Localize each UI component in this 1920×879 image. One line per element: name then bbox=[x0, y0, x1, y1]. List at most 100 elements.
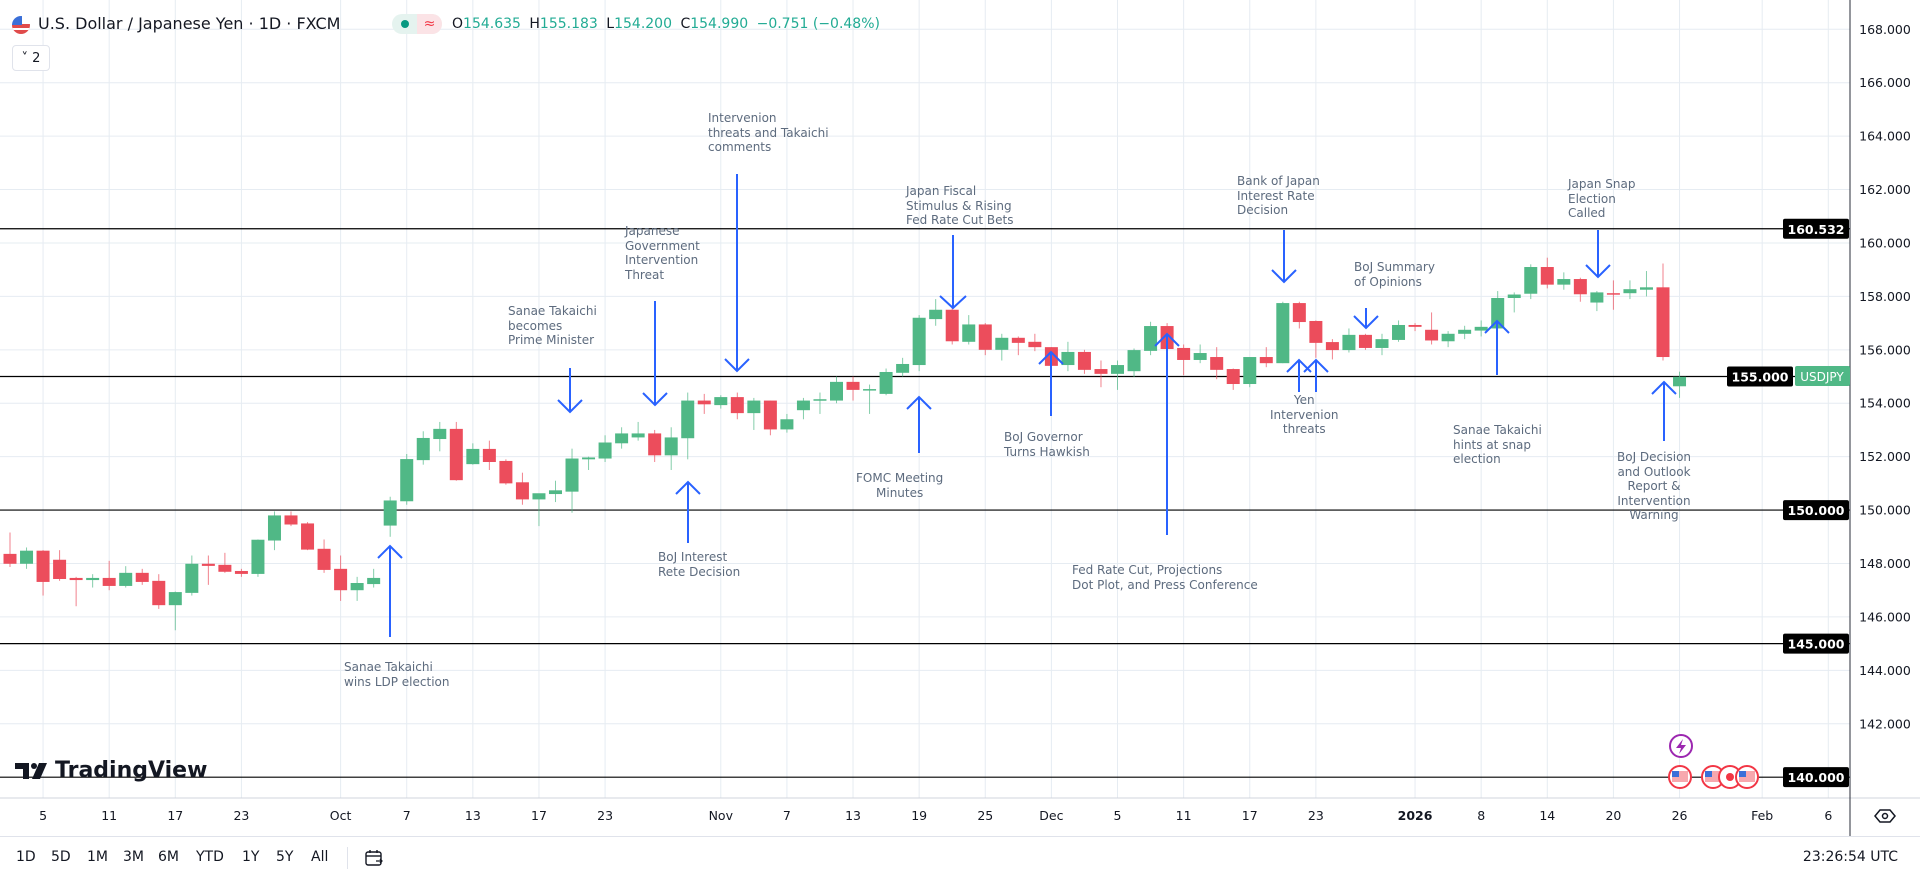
ohlc-readout: O154.635 H155.183 L154.200 C154.990 −0.7… bbox=[452, 16, 884, 32]
candle-2025-09-22 bbox=[218, 552, 232, 573]
open-label: O bbox=[452, 16, 464, 32]
time-axis[interactable]: 5 11 17 23 Oct 7 13 17 23 Nov 7 13 19 25 Dec 5 11 17 23 202… bbox=[39, 808, 1832, 823]
candle-body bbox=[334, 568, 348, 591]
arrow-down-icon bbox=[557, 368, 583, 414]
price-tick-label: 168.000 bbox=[1859, 22, 1911, 37]
annotation-boj-interest: BoJ Interest Rete Decision bbox=[658, 550, 741, 579]
candle-body bbox=[912, 317, 926, 366]
tradingview-logo[interactable]: TradingView bbox=[15, 758, 207, 783]
candle-2025-10-16 bbox=[515, 472, 529, 505]
price-tick-label: 164.000 bbox=[1859, 129, 1911, 144]
market-open-dot-icon bbox=[400, 20, 409, 28]
candle-2025-10-03 bbox=[367, 568, 381, 588]
candle-2025-11-24 bbox=[962, 315, 976, 345]
level-label-text: 155.000 bbox=[1732, 370, 1789, 385]
candle-2025-12-03 bbox=[1077, 349, 1091, 374]
arrow-down-icon bbox=[1271, 230, 1297, 284]
clock[interactable]: 23:26:54 UTC bbox=[1802, 849, 1898, 865]
candle-2025-10-07 bbox=[400, 453, 414, 505]
level-label-box bbox=[1783, 633, 1849, 654]
event-markers[interactable] bbox=[1668, 734, 1759, 789]
candle-2025-09-25 bbox=[267, 511, 281, 551]
candle-body bbox=[1111, 365, 1125, 374]
arrow-down-icon bbox=[1585, 230, 1611, 279]
candle-body bbox=[135, 572, 149, 582]
arrow-up-icon bbox=[906, 395, 932, 453]
price-tick-label: 148.000 bbox=[1859, 556, 1911, 571]
bottom-toolbar: 1D 5D 1M 3M 6M YTD 1Y 5Y All 23:26:54 UT… bbox=[0, 836, 1920, 879]
time-tick-label: 25 bbox=[977, 808, 993, 823]
toolbar-divider bbox=[347, 847, 348, 869]
range-1d-button[interactable]: 1D bbox=[16, 849, 36, 865]
candle-2025-12-15 bbox=[1210, 347, 1224, 380]
candle-body bbox=[763, 400, 777, 430]
time-tick-label: 17 bbox=[531, 808, 547, 823]
candle-2025-11-05 bbox=[747, 397, 761, 430]
candle-body bbox=[714, 397, 728, 406]
candle-2025-12-18 bbox=[1259, 347, 1273, 368]
candle-2025-11-17 bbox=[879, 368, 893, 396]
arrow-up-icon bbox=[1651, 380, 1677, 441]
range-all-button[interactable]: All bbox=[311, 849, 329, 865]
range-5y-button[interactable]: 5Y bbox=[276, 849, 294, 865]
symbol-price-label: USDJPY bbox=[1795, 366, 1850, 386]
candle-2025-10-20 bbox=[548, 480, 562, 503]
high-label: H bbox=[529, 16, 540, 32]
candle-2025-10-22 bbox=[582, 456, 596, 471]
time-tick-label: 8 bbox=[1477, 808, 1485, 823]
range-5d-button[interactable]: 5D bbox=[51, 849, 71, 865]
market-status-badge[interactable]: ≈ bbox=[392, 14, 442, 34]
candle-2025-09-15 bbox=[135, 568, 149, 585]
price-tick-label: 150.000 bbox=[1859, 503, 1911, 518]
range-3m-button[interactable]: 3M bbox=[123, 849, 144, 865]
candle-2025-10-21 bbox=[565, 448, 579, 513]
level-price-label: 160.532 bbox=[1783, 218, 1849, 239]
candle-body bbox=[648, 433, 662, 456]
candle-2025-12-17 bbox=[1243, 357, 1257, 388]
level-price-label: 140.000 bbox=[1783, 767, 1849, 788]
candle-body bbox=[482, 448, 496, 463]
candle-2025-12-19 bbox=[1276, 301, 1290, 364]
calendar-icon[interactable] bbox=[363, 847, 385, 869]
candle-body bbox=[1127, 350, 1141, 372]
price-tick-label: 154.000 bbox=[1859, 396, 1911, 411]
candle-body bbox=[1177, 347, 1191, 360]
candle-2025-12-11 bbox=[1177, 344, 1191, 376]
settings-icon[interactable] bbox=[1874, 809, 1896, 823]
range-1m-button[interactable]: 1M bbox=[87, 849, 108, 865]
candle-2025-11-12 bbox=[830, 376, 843, 404]
time-tick-label: 7 bbox=[403, 808, 411, 823]
candle-body bbox=[1226, 369, 1240, 385]
price-axis[interactable]: 142.000 144.000 146.000 148.000 150.000 152.0… bbox=[1859, 22, 1911, 731]
candle-body bbox=[102, 577, 116, 586]
candle-2026-01-02 bbox=[1408, 323, 1422, 332]
candle-body bbox=[1540, 267, 1554, 285]
level-price-label: 155.000 bbox=[1727, 366, 1793, 387]
collapse-indicators-button[interactable]: ˅ 2 bbox=[12, 45, 50, 71]
range-6m-button[interactable]: 6M bbox=[158, 849, 179, 865]
candle-body bbox=[251, 539, 265, 574]
candle-body bbox=[1375, 339, 1389, 348]
candle-body bbox=[1276, 303, 1290, 364]
range-1y-button[interactable]: 1Y bbox=[242, 849, 260, 865]
lightning-icon bbox=[1669, 734, 1693, 758]
candle-body bbox=[267, 515, 281, 541]
candle-2025-10-01 bbox=[334, 555, 348, 601]
candle-2025-09-05 bbox=[36, 550, 50, 596]
candle-2026-01-20 bbox=[1606, 280, 1620, 310]
candle-body bbox=[1210, 357, 1224, 370]
arrow-down-icon bbox=[939, 235, 967, 310]
candle-2026-01-15 bbox=[1557, 272, 1571, 290]
candle-2025-11-06 bbox=[763, 400, 777, 436]
candle-2026-01-22 bbox=[1639, 271, 1653, 297]
candle-2025-09-10 bbox=[86, 574, 100, 588]
symbol-title[interactable]: U.S. Dollar / Japanese Yen · 1D · FXCM bbox=[38, 14, 341, 33]
price-tick-label: 152.000 bbox=[1859, 449, 1911, 464]
annotation-boj-rate-decision: Bank of Japan Interest Rate Decision bbox=[1237, 174, 1320, 217]
level-label-text: 150.000 bbox=[1788, 503, 1845, 518]
annotation-boj-governor: BoJ Governor Turns Hawkish bbox=[1004, 430, 1090, 459]
annotation-boj-summary: BoJ Summary of Opinions bbox=[1354, 260, 1435, 289]
range-ytd-button[interactable]: YTD bbox=[196, 849, 224, 865]
low-label: L bbox=[606, 16, 615, 32]
